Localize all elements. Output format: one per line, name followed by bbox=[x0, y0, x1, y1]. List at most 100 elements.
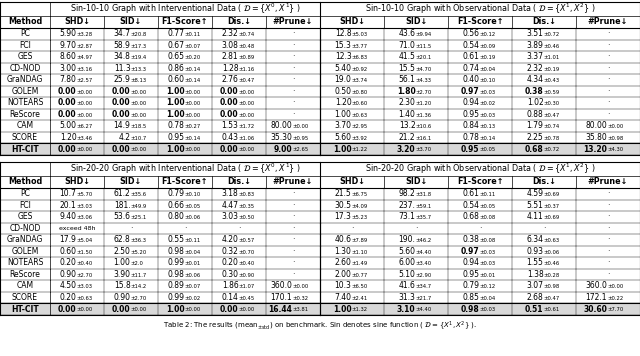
Text: 0.89: 0.89 bbox=[168, 281, 184, 290]
Text: ±4.33: ±4.33 bbox=[416, 78, 432, 83]
Text: ±0.01: ±0.01 bbox=[185, 261, 201, 266]
Text: 30.60: 30.60 bbox=[583, 304, 607, 314]
Text: GraNDAG: GraNDAG bbox=[7, 235, 43, 244]
Text: 0.78: 0.78 bbox=[463, 133, 479, 142]
Text: 2.50: 2.50 bbox=[114, 247, 131, 256]
Text: ±1.10: ±1.10 bbox=[352, 250, 368, 255]
Text: ±0.06: ±0.06 bbox=[185, 273, 201, 278]
Text: 1.80: 1.80 bbox=[397, 87, 415, 96]
Text: 3.18: 3.18 bbox=[221, 189, 239, 198]
Text: ±1.32: ±1.32 bbox=[352, 307, 368, 313]
Text: ±0.00: ±0.00 bbox=[239, 101, 255, 106]
Text: F1-Score↑: F1-Score↑ bbox=[162, 17, 208, 26]
Text: 2.32: 2.32 bbox=[527, 64, 543, 73]
Text: Dis.↓: Dis.↓ bbox=[227, 178, 251, 187]
Text: 2.30: 2.30 bbox=[399, 98, 415, 107]
Text: SHD↓: SHD↓ bbox=[339, 178, 365, 187]
Text: ±36.3: ±36.3 bbox=[131, 238, 147, 243]
Text: 20.1: 20.1 bbox=[60, 201, 77, 210]
Text: 7.80: 7.80 bbox=[60, 75, 77, 84]
Text: ±3.77: ±3.77 bbox=[352, 44, 368, 49]
Text: ·: · bbox=[415, 224, 417, 233]
Text: ±5.23: ±5.23 bbox=[352, 215, 368, 220]
Text: ±0.00: ±0.00 bbox=[185, 112, 201, 117]
Text: 25.9: 25.9 bbox=[114, 75, 131, 84]
Text: 1.40: 1.40 bbox=[399, 110, 415, 119]
Text: 1.53: 1.53 bbox=[221, 121, 239, 130]
Text: 10.3: 10.3 bbox=[335, 281, 351, 290]
Text: ±20.1: ±20.1 bbox=[416, 55, 432, 60]
Text: 2.32: 2.32 bbox=[221, 29, 239, 38]
Text: ±0.19: ±0.19 bbox=[480, 55, 496, 60]
Text: ±2.87: ±2.87 bbox=[77, 44, 93, 49]
Bar bbox=[0, 162, 640, 315]
Text: NOTEARS: NOTEARS bbox=[7, 98, 43, 107]
Text: 0.95: 0.95 bbox=[168, 133, 184, 142]
Text: 190.: 190. bbox=[399, 235, 415, 244]
Text: 0.30: 0.30 bbox=[221, 270, 239, 279]
Text: ±0.00: ±0.00 bbox=[239, 307, 255, 313]
Text: 1.00: 1.00 bbox=[166, 304, 184, 314]
Text: 172.1: 172.1 bbox=[586, 293, 607, 302]
Text: NOTEARS: NOTEARS bbox=[7, 258, 43, 267]
Text: ±0.05: ±0.05 bbox=[185, 204, 201, 209]
Text: ±8.13: ±8.13 bbox=[131, 78, 147, 83]
Text: ±0.63: ±0.63 bbox=[77, 295, 93, 301]
Text: ·: · bbox=[607, 87, 609, 96]
Text: ·: · bbox=[292, 52, 294, 61]
Text: ·: · bbox=[238, 224, 240, 233]
Text: #Prune↓: #Prune↓ bbox=[588, 178, 628, 187]
Text: ±0.00: ±0.00 bbox=[131, 112, 147, 117]
Text: 0.38: 0.38 bbox=[525, 87, 543, 96]
Text: ±13.3: ±13.3 bbox=[131, 67, 147, 72]
Text: 8.60: 8.60 bbox=[60, 52, 77, 61]
Text: ±0.05: ±0.05 bbox=[480, 147, 496, 152]
Text: ±6.75: ±6.75 bbox=[352, 192, 368, 197]
Text: ±0.40: ±0.40 bbox=[77, 261, 93, 266]
Text: 62.8: 62.8 bbox=[114, 235, 131, 244]
Text: 0.94: 0.94 bbox=[463, 258, 479, 267]
Text: #Prune↓: #Prune↓ bbox=[273, 178, 313, 187]
Text: 0.68: 0.68 bbox=[463, 212, 479, 221]
Text: 1.00: 1.00 bbox=[166, 98, 184, 107]
Text: ±5.03: ±5.03 bbox=[352, 32, 368, 37]
Text: ±5.04: ±5.04 bbox=[77, 238, 93, 243]
Text: 0.68: 0.68 bbox=[525, 145, 543, 153]
Text: ·: · bbox=[292, 189, 294, 198]
Text: ±3.92: ±3.92 bbox=[352, 136, 368, 141]
Text: 15.3: 15.3 bbox=[335, 41, 351, 50]
Text: ·: · bbox=[607, 224, 609, 233]
Text: ±0.00: ±0.00 bbox=[77, 307, 93, 313]
Text: ·: · bbox=[607, 75, 609, 84]
Text: ±0.69: ±0.69 bbox=[544, 215, 560, 220]
Text: F1-Score↑: F1-Score↑ bbox=[162, 178, 208, 187]
Text: CAM: CAM bbox=[17, 121, 33, 130]
Text: ·: · bbox=[292, 75, 294, 84]
Text: 5.10: 5.10 bbox=[399, 270, 415, 279]
Text: ±2.57: ±2.57 bbox=[77, 78, 93, 83]
Text: ±0.40: ±0.40 bbox=[239, 261, 255, 266]
Text: 0.98: 0.98 bbox=[461, 304, 479, 314]
Text: ±0.06: ±0.06 bbox=[544, 250, 560, 255]
Text: ±0.00: ±0.00 bbox=[185, 147, 201, 152]
Text: Sin-20-20 Graph with Interventional Data ( $\mathcal{D} = \{X^0, X^1\}$ ): Sin-20-20 Graph with Interventional Data… bbox=[70, 162, 300, 176]
Text: 3.70: 3.70 bbox=[335, 121, 351, 130]
Text: ±7.89: ±7.89 bbox=[352, 238, 368, 243]
Text: 0.20: 0.20 bbox=[60, 293, 77, 302]
Text: #Prune↓: #Prune↓ bbox=[588, 17, 628, 26]
Text: ±0.10: ±0.10 bbox=[185, 192, 201, 197]
Text: 1.00: 1.00 bbox=[114, 258, 131, 267]
Text: ±0.04: ±0.04 bbox=[480, 295, 496, 301]
Text: 0.00: 0.00 bbox=[220, 145, 239, 153]
Text: CAM: CAM bbox=[17, 281, 33, 290]
Text: 2.60: 2.60 bbox=[335, 258, 351, 267]
Text: ±3.03: ±3.03 bbox=[77, 284, 93, 289]
Text: 2.68: 2.68 bbox=[527, 293, 543, 302]
Text: 58.9: 58.9 bbox=[114, 41, 131, 50]
Text: ±0.08: ±0.08 bbox=[480, 215, 496, 220]
Text: ±4.09: ±4.09 bbox=[352, 204, 368, 209]
Text: 6.34: 6.34 bbox=[527, 235, 543, 244]
Text: ±0.00: ±0.00 bbox=[77, 147, 93, 152]
Text: F1-Score↑: F1-Score↑ bbox=[457, 178, 503, 187]
Text: HT-CIT: HT-CIT bbox=[11, 145, 39, 153]
